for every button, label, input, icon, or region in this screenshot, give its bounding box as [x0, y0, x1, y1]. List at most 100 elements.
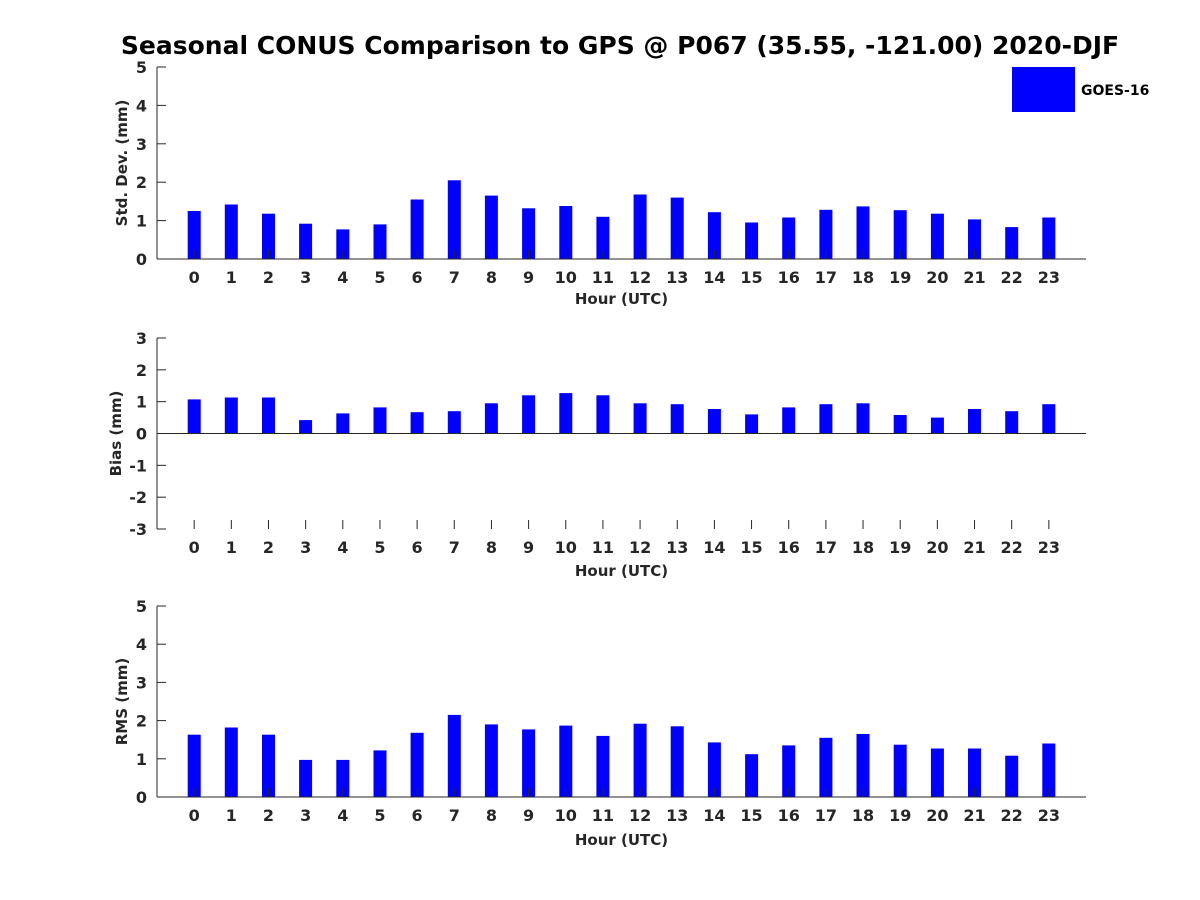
rms-bar-hour-10 [559, 725, 573, 797]
rms-bar-hour-2 [262, 734, 275, 797]
rms-bar-hour-11 [596, 735, 610, 797]
std-dev-bar-hour-19 [893, 210, 907, 259]
bias-bar-hour-5 [373, 407, 387, 434]
std-dev-x-tick-label: 8 [486, 268, 497, 287]
rms-bar-hour-22 [1005, 755, 1019, 797]
std-dev-bar-hour-12 [633, 194, 647, 259]
std-dev-x-tick-label: 13 [666, 268, 688, 287]
bias-bar-hour-22 [1005, 411, 1019, 434]
bias-bar-hour-1 [224, 397, 238, 434]
rms-x-tick-label: 19 [889, 806, 911, 825]
std-dev-x-tick-label: 20 [926, 268, 948, 287]
rms-bar-hour-18 [856, 734, 870, 797]
std-dev-bar-hour-8 [484, 195, 498, 259]
bias-bar-hour-9 [522, 395, 536, 434]
rms-x-tick-label: 16 [778, 806, 800, 825]
rms-x-tick-label: 23 [1038, 806, 1060, 825]
rms-bar-hour-5 [373, 750, 387, 797]
std-dev-bar-hour-15 [745, 222, 759, 259]
std-dev-x-tick-label: 2 [263, 268, 274, 287]
bias-x-tick-label: 13 [666, 538, 688, 557]
rms-x-tick-label: 3 [300, 806, 311, 825]
std-dev-bars [187, 180, 1056, 259]
bias-x-tick-label: 7 [449, 538, 460, 557]
bias-bar-hour-10 [559, 393, 573, 434]
rms-x-tick-label: 14 [703, 806, 725, 825]
bias-x-tick-label: 4 [337, 538, 348, 557]
std-dev-bar-hour-1 [224, 204, 238, 259]
rms-x-tick-label: 8 [486, 806, 497, 825]
rms-bar-hour-15 [745, 754, 759, 797]
std-dev-bar-hour-20 [930, 213, 944, 259]
std-dev-x-tick-label: 21 [963, 268, 985, 287]
std-dev-bar-hour-2 [262, 213, 275, 259]
std-dev-x-tick-label: 14 [703, 268, 725, 287]
rms-bar-hour-3 [299, 759, 313, 797]
std-dev-x-tick-label: 6 [412, 268, 423, 287]
std-dev-bar-hour-18 [856, 206, 870, 259]
std-dev-y-tick-label: 5 [136, 58, 147, 77]
std-dev-x-tick-label: 11 [592, 268, 614, 287]
rms-x-tick-label: 2 [263, 806, 274, 825]
bias-bar-hour-8 [484, 403, 498, 434]
rms-x-tick-label: 10 [555, 806, 577, 825]
rms-x-tick-label: 11 [592, 806, 614, 825]
legend-swatch-goes-16 [1012, 67, 1075, 112]
bias-x-tick-label: 20 [926, 538, 948, 557]
rms-x-tick-label: 7 [449, 806, 460, 825]
std-dev-x-axis-label: Hour (UTC) [575, 290, 668, 308]
std-dev-bar-hour-17 [819, 209, 833, 259]
std-dev-x-tick-label: 9 [523, 268, 534, 287]
rms-y-tick-label: 0 [136, 788, 147, 807]
bias-y-tick-label: 2 [136, 361, 147, 380]
std-dev-x-tick-label: 22 [1001, 268, 1023, 287]
bias-bar-hour-14 [707, 409, 721, 434]
bias-bar-hour-6 [410, 412, 424, 434]
bias-y-axis-label: Bias (mm) [107, 391, 125, 477]
rms-y-tick-label: 1 [136, 750, 147, 769]
std-dev-bar-hour-6 [410, 199, 424, 259]
bias-x-tick-label: 21 [963, 538, 985, 557]
bias-bar-hour-19 [893, 415, 907, 434]
bias-x-tick-label: 19 [889, 538, 911, 557]
rms-bar-hour-23 [1042, 743, 1056, 797]
std-dev-y-tick-label: 2 [136, 173, 147, 192]
bias-x-tick-label: 1 [226, 538, 237, 557]
bias-bar-hour-15 [745, 414, 759, 434]
std-dev-bar-hour-4 [336, 229, 350, 259]
bias-x-tick-label: 10 [555, 538, 577, 557]
rms-y-tick-label: 5 [136, 597, 147, 616]
std-dev-y-tick-label: 4 [136, 96, 147, 115]
std-dev-x-tick-label: 17 [815, 268, 837, 287]
bias-y-tick-label: -2 [129, 488, 147, 507]
std-dev-x-tick-label: 15 [740, 268, 762, 287]
bias-x-tick-label: 11 [592, 538, 614, 557]
bias-x-tick-label: 18 [852, 538, 874, 557]
chart-title: Seasonal CONUS Comparison to GPS @ P067 … [121, 31, 1119, 60]
std-dev-bar-hour-21 [968, 219, 981, 259]
std-dev-bar-hour-10 [559, 206, 573, 259]
std-dev-bar-hour-3 [299, 223, 313, 259]
std-dev-bar-hour-11 [596, 216, 610, 259]
rms-y-tick-label: 4 [136, 635, 147, 654]
rms-bar-hour-9 [522, 729, 536, 797]
bias-bar-hour-2 [262, 397, 275, 434]
bias-x-tick-label: 14 [703, 538, 725, 557]
rms-y-tick-label: 2 [136, 712, 147, 731]
std-dev-bar-hour-14 [707, 212, 721, 259]
bias-bar-hour-13 [670, 404, 684, 434]
bias-bar-hour-3 [299, 420, 313, 434]
std-dev-x-tick-label: 12 [629, 268, 651, 287]
rms-x-axis-label: Hour (UTC) [575, 831, 668, 849]
bias-x-tick-label: 3 [300, 538, 311, 557]
std-dev-x-tick-label: 4 [337, 268, 348, 287]
std-dev-bar-hour-9 [522, 208, 536, 259]
std-dev-bar-hour-23 [1042, 217, 1056, 259]
std-dev-bar-hour-5 [373, 224, 387, 259]
rms-y-tick-label: 3 [136, 673, 147, 692]
rms-y-axis-label: RMS (mm) [113, 658, 131, 745]
bias-x-tick-label: 6 [412, 538, 423, 557]
